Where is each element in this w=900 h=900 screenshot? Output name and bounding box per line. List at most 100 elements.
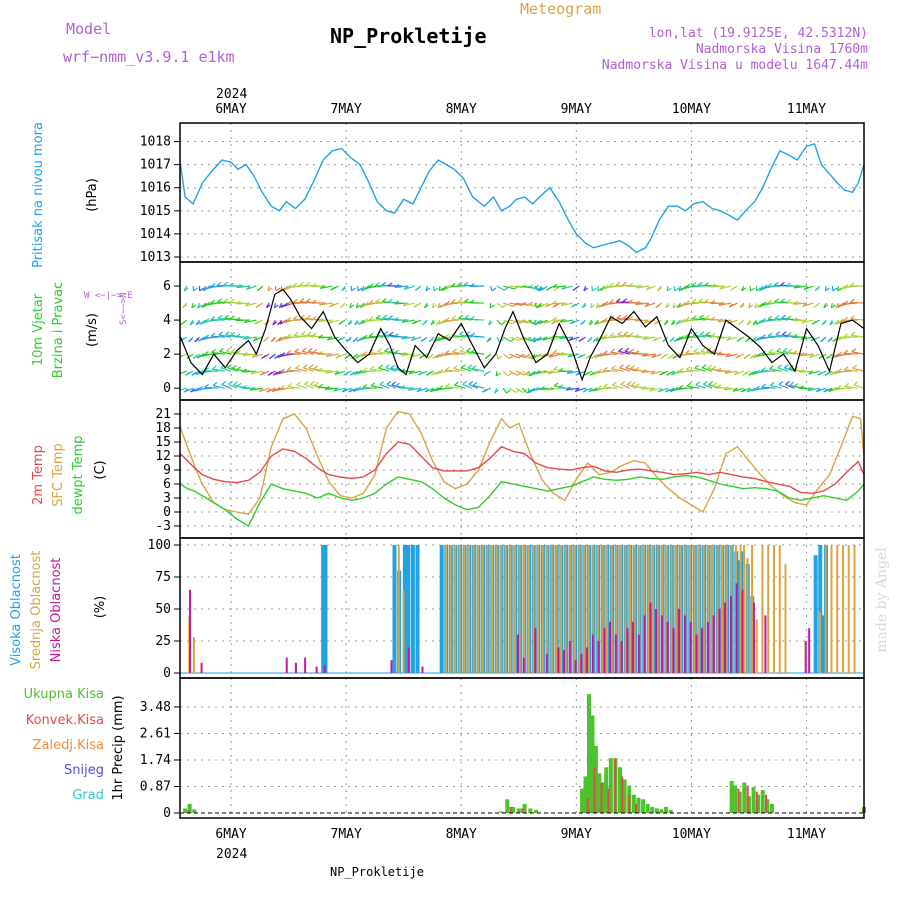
wind-arrow-head [414,287,420,291]
mid-cloud-bar [610,545,613,673]
mid-cloud-bar [684,545,687,673]
wind-arrow-head [378,364,383,369]
low-cloud-bar [591,634,594,673]
wind-arrow-head [671,321,676,326]
wind-arrow-head [471,365,477,370]
wind-arrow-head [387,282,393,287]
wind-arrow [386,383,396,389]
wind-arrow [725,353,738,358]
wind-arrow-head [412,320,417,325]
wind-arrow-head [666,371,672,376]
wind-arrow [710,335,725,338]
wind-arrow-head [698,298,704,303]
wind-arrow-head [356,304,361,309]
wind-arrow-head [843,316,849,321]
wind-arrow-head [602,350,608,355]
wind-arrow-head [749,355,755,359]
y-tick-label: 1016 [140,181,171,196]
wind-arrow-head [306,331,312,336]
wind-arrow-head [775,331,781,336]
wind-arrow-head [486,338,492,343]
wind-arrow-head [451,315,456,320]
wind-arrow [471,368,485,372]
wind-arrow-head [844,382,850,387]
wind-arrow-head [235,333,241,338]
wind-arrow-head [235,317,241,322]
wind-arrow-head [196,321,201,326]
cloud-unit: (%) [93,596,108,619]
wind-arrow [402,319,415,323]
wind-arrow-head [400,351,406,356]
wind-arrow [851,351,864,355]
wind-arrow-head [210,332,216,337]
wind-arrow-head [851,348,857,353]
wind-arrow-head [314,381,319,386]
wind-arrow [377,350,390,355]
y-tick-label: 1017 [140,158,171,173]
wind-arrow-head [587,338,592,343]
total-precip-bar [192,809,197,813]
top-day-label: 9MAY [561,102,592,117]
wind-arrow-head [189,321,195,326]
wind-arrow-head [635,284,641,289]
wind-arrow-head [370,382,376,387]
wind-arrow-head [616,314,622,319]
wind-arrow [635,285,649,289]
wind-arrow-head [286,350,292,355]
wind-arrow [384,350,396,355]
wind-arrow-head [769,365,774,370]
wind-arrow-head [693,348,699,353]
wind-arrow-head [427,355,433,360]
mid-cloud-bar [767,545,770,673]
wind-arrow-head [311,316,317,320]
wind-arrow-head [628,332,634,337]
panel-temp-bg [180,400,864,538]
wind-arrow [522,319,533,324]
wind-arrow-head [369,365,375,370]
total-precip-bar [664,806,669,813]
wind-arrow [560,319,573,323]
wind-arrow-head [260,371,265,376]
panel-pressure-bg [180,123,864,262]
wind-arrow-head [777,364,783,369]
wind-arrow-head [678,287,684,292]
top-day-label: 11MAY [787,102,826,117]
high-cloud-bar [813,555,818,673]
wind-arrow [459,334,472,338]
wind-arrow-head [410,337,416,342]
wind-arrow-head [695,381,701,386]
wind-arrow [534,285,540,292]
wind-arrow-head [440,319,446,324]
wind-arrow-head [204,318,210,323]
wind-arrow-head [552,316,557,321]
y-tick-label: 1014 [140,227,171,242]
wind-arrow-head [343,371,348,376]
wind-arrow [612,384,624,389]
wind-arrow-head [603,317,608,322]
wind-arrow [626,383,637,389]
wind-arrow [850,334,864,338]
wind-arrow-head [774,314,780,319]
wind-arrow [515,387,524,393]
wind-arrow-head [710,316,716,321]
mid-cloud-bar [778,545,781,673]
wind-arrow-head [235,349,241,354]
wind-arrow [800,353,814,357]
wind-arrow [369,335,384,338]
y-tick-label: 0 [163,381,171,396]
wind-arrow-head [277,321,283,326]
low-cloud-bar [637,634,640,673]
wind-arrow-head [223,281,228,286]
pressure-label: Pritisak na nivou mora [31,122,46,268]
wind-arrow-head [305,298,311,303]
wind-arrow [686,368,700,372]
wind-arrow-head [567,353,573,358]
wind-arrow-head [590,304,596,309]
wind-arrow-head [282,319,287,324]
mid-cloud-bar [546,545,549,673]
wind-arrow-head [311,283,317,288]
wind-arrow [378,367,390,372]
wind-arrow-head [825,287,830,292]
wind-arrow-head [823,388,829,393]
wind-arrow-head [558,368,564,372]
